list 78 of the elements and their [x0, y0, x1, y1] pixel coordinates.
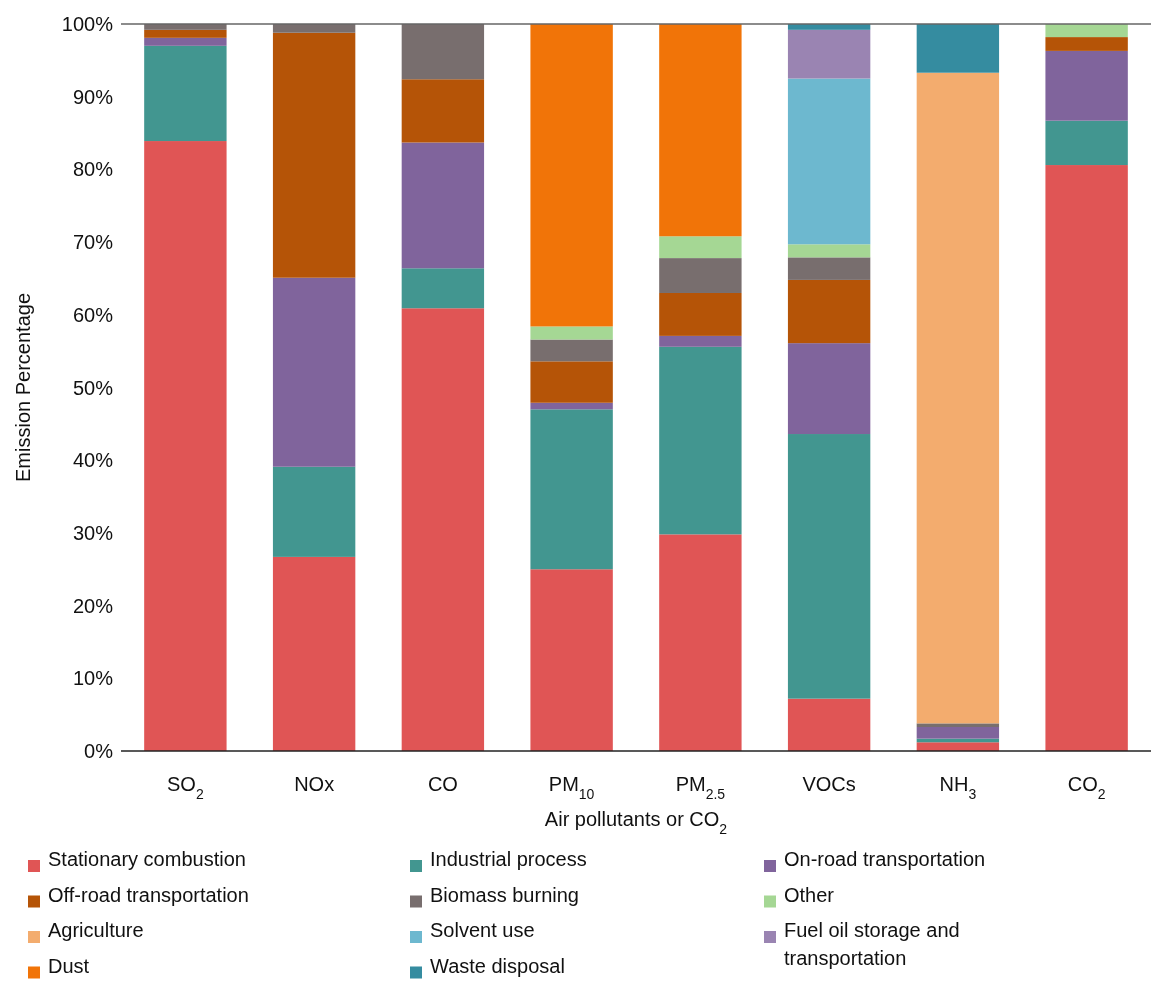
x-tick-label: NOx — [294, 773, 335, 795]
y-tick-label: 50% — [72, 376, 114, 399]
y-tick-label: 0% — [84, 740, 114, 762]
bar — [916, 24, 1000, 73]
bar — [401, 142, 485, 269]
y-tick-label: 80% — [72, 158, 114, 181]
y-axis-title: Emission Percentage — [12, 293, 34, 482]
bar — [1045, 120, 1128, 166]
bar — [659, 335, 742, 347]
legend-label: Agriculture — [48, 919, 144, 941]
bar — [787, 434, 871, 699]
y-tick-label: 90% — [72, 85, 114, 108]
y-tick-label: 20% — [72, 594, 114, 617]
bar — [401, 308, 485, 751]
bar — [659, 534, 742, 751]
legend-label: Waste disposal — [430, 954, 565, 977]
bar — [787, 78, 871, 245]
bar — [659, 346, 742, 535]
x-tick-label: CO — [427, 773, 458, 795]
legend-label: Dust — [48, 954, 90, 977]
bar — [659, 24, 742, 237]
legend-label: Industrial process — [430, 848, 587, 870]
bar — [144, 37, 227, 46]
bar — [272, 24, 356, 33]
x-tick-label: NH$_{3}$ — [939, 773, 977, 802]
bar — [1045, 37, 1128, 51]
bar — [144, 29, 227, 38]
bar — [401, 79, 485, 143]
bar — [787, 698, 871, 751]
bar — [530, 24, 613, 327]
bar — [916, 72, 1000, 724]
x-tick-label: CO$_{2}$ — [1067, 773, 1106, 802]
legend-label: Biomass burning — [430, 883, 579, 906]
y-tick-label: 100% — [61, 13, 114, 35]
bar — [787, 29, 871, 79]
bar — [272, 32, 356, 278]
bar — [787, 244, 871, 258]
bar — [1045, 24, 1128, 38]
bar — [530, 569, 613, 751]
bar — [272, 556, 356, 751]
legend-label: Other — [784, 883, 835, 906]
bar — [144, 141, 227, 751]
legend-label: On-road transportation — [784, 848, 986, 870]
legend-label: Fuel oil storage and transportation — [784, 919, 960, 969]
legend-label: Off-road transportation — [48, 883, 249, 906]
x-tick-label: PM$_{10}$ — [548, 773, 595, 802]
bar — [659, 258, 742, 293]
x-tick-label: SO$_{2}$ — [167, 773, 204, 802]
bar — [530, 326, 613, 340]
bar — [530, 409, 613, 570]
y-tick-label: 40% — [72, 449, 114, 472]
y-tick-label: 70% — [72, 231, 114, 254]
bar — [916, 727, 1000, 739]
y-tick-label: 30% — [72, 521, 114, 544]
bar — [787, 279, 871, 344]
bar — [401, 268, 485, 309]
y-tick-label: 10% — [72, 667, 114, 690]
bar — [787, 343, 871, 435]
bar — [916, 723, 1000, 728]
bar — [916, 742, 1000, 751]
legend-label: Solvent use — [430, 919, 535, 941]
x-tick-label: VOCs — [802, 773, 856, 795]
bar — [787, 257, 871, 280]
bar — [272, 466, 356, 557]
bar — [659, 292, 742, 336]
bar — [401, 24, 485, 80]
x-tick-label: PM$_{2.5}$ — [675, 773, 726, 802]
bar — [530, 339, 613, 362]
bar — [144, 45, 227, 142]
y-tick-label: 60% — [72, 303, 114, 326]
bar — [530, 361, 613, 403]
bar — [530, 402, 613, 410]
x-axis-title: Air pollutants or CO$_{2}$ — [544, 808, 728, 837]
legend-label: Stationary combustion — [48, 848, 246, 870]
bar — [659, 236, 742, 259]
bar — [1045, 165, 1128, 751]
bar — [272, 277, 356, 467]
bar — [1045, 50, 1128, 121]
